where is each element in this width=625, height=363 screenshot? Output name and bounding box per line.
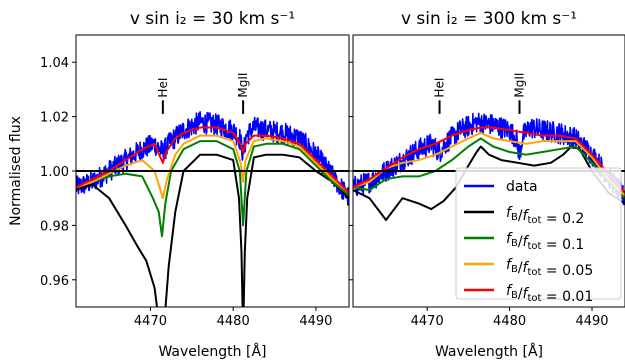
legend-text-part: tot (527, 293, 541, 304)
legend-box (455, 167, 622, 300)
y-tick-label-3: 1.02 (40, 111, 69, 126)
legend-text-part: B (511, 212, 518, 223)
annotation-label-0: HeI (156, 78, 170, 98)
series-line-0 (76, 111, 349, 206)
x-tick-label-0: 4470 (411, 314, 444, 329)
legend-text-part: / (518, 234, 523, 250)
x-tick-label-2: 4490 (575, 314, 608, 329)
annotation-label-1: MgII (236, 72, 250, 97)
legend-text-part: B (511, 290, 518, 301)
x-axis-label: Wavelength [Å] (158, 343, 266, 360)
legend-text-part: f (523, 208, 530, 224)
legend-label-2: fB/ftot = 0.1 (506, 231, 584, 253)
panel-title: v sin i₂ = 300 km s⁻¹ (401, 9, 577, 29)
legend-text-part: B (511, 238, 518, 249)
legend-text-part: f (506, 283, 513, 299)
legend-label-1: fB/ftot = 0.2 (506, 205, 584, 227)
legend-text-part: / (518, 260, 523, 276)
legend-label-4: fB/ftot = 0.01 (506, 283, 593, 305)
panel-1: HeI MgII 4470 4480 4490 0.96 0.98 1.00 1.02 1.04 v… (40, 9, 350, 360)
legend-text-part: / (518, 208, 523, 224)
legend-text-part: B (511, 264, 518, 275)
y-tick-label-0: 0.96 (40, 274, 69, 289)
series-line-2 (76, 140, 349, 238)
y-tick-label-4: 1.04 (40, 56, 69, 71)
y-tick-label-2: 1.00 (40, 165, 69, 180)
x-tick-label-1: 4480 (493, 314, 526, 329)
series-line-2 (353, 137, 625, 199)
series-line-3 (76, 134, 349, 200)
legend-label-3: fB/ftot = 0.05 (506, 257, 593, 279)
annotation-label-0: HeI (433, 78, 447, 98)
legend-text-part: tot (527, 267, 541, 278)
legend-text-part: tot (527, 241, 541, 252)
x-tick-label-1: 4480 (217, 314, 250, 329)
y-tick-label-1: 0.98 (40, 219, 69, 234)
legend-text-part: f (506, 231, 513, 247)
series-line-1 (76, 153, 349, 307)
x-axis-label: Wavelength [Å] (435, 343, 543, 360)
legend-text-part: = 0.2 (541, 211, 584, 227)
legend-text-part: = 0.1 (541, 237, 584, 253)
legend-text-part: f (523, 260, 530, 276)
plot-area (353, 112, 625, 221)
legend-text-part: f (523, 286, 530, 302)
x-tick-label-0: 4470 (134, 314, 167, 329)
y-axis-label: Normalised flux (8, 116, 24, 226)
legend-label-0: data (506, 179, 538, 195)
series-line-4 (76, 126, 349, 194)
legend-text-part: = 0.05 (541, 263, 593, 279)
legend-text-part: f (506, 257, 513, 273)
plot-area (76, 111, 349, 307)
panel-title: v sin i₂ = 30 km s⁻¹ (130, 9, 295, 29)
x-tick-label-2: 4490 (299, 314, 332, 329)
legend-text-part: f (506, 205, 513, 221)
series-line-4 (353, 126, 625, 194)
series-line-3 (353, 131, 625, 197)
legend-text-part: / (518, 286, 523, 302)
annotation-label-1: MgII (512, 72, 526, 97)
legend-text-part: tot (527, 215, 541, 226)
legend-text-part: f (523, 234, 530, 250)
legend-text-part: = 0.01 (541, 289, 593, 305)
